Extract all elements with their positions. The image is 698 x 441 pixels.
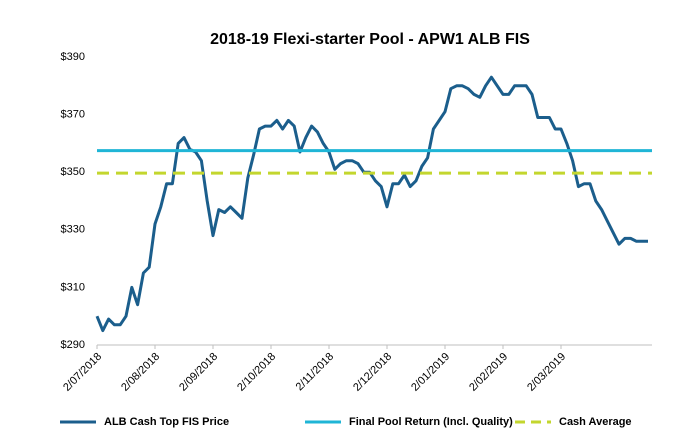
y-tick-label: $370 — [61, 109, 85, 121]
data-line — [95, 75, 648, 333]
x-tick-label: 2/12/2018 — [351, 351, 394, 394]
y-tick-label: $330 — [61, 224, 85, 236]
legend-label: Cash Average — [559, 416, 632, 428]
x-tick-label: 2/07/2018 — [61, 351, 104, 394]
legend-label: Final Pool Return (Incl. Quality) — [349, 416, 513, 428]
x-tick-label: 2/09/2018 — [177, 351, 220, 394]
y-tick-label: $350 — [61, 166, 85, 178]
x-tick-label: 2/08/2018 — [119, 351, 162, 394]
x-tick-label: 2/11/2018 — [294, 351, 337, 394]
y-tick-label: $310 — [61, 281, 85, 293]
x-tick-label: 2/10/2018 — [235, 351, 278, 394]
legend-label: ALB Cash Top FIS Price — [104, 416, 229, 428]
y-tick-label: $290 — [61, 339, 85, 351]
y-tick-label: $390 — [61, 51, 85, 63]
chart-title: 2018-19 Flexi-starter Pool - APW1 ALB FI… — [210, 31, 530, 48]
x-tick-label: 2/02/2019 — [467, 351, 510, 394]
x-tick-label: 2/01/2019 — [409, 351, 452, 394]
x-tick-label: 2/03/2019 — [525, 351, 568, 394]
